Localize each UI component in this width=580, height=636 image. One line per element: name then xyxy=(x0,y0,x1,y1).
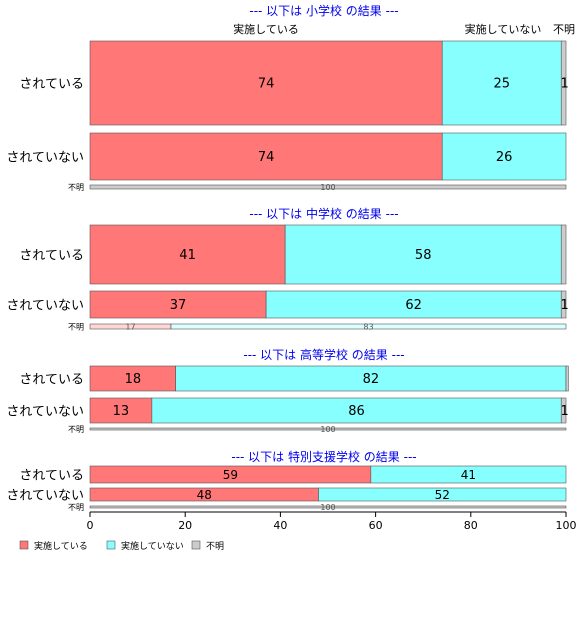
bar-segment xyxy=(89,40,443,126)
x-tick-label: 60 xyxy=(369,519,383,532)
bar-segment xyxy=(318,487,567,502)
bar-segment xyxy=(565,365,569,392)
bar-segment xyxy=(441,132,567,181)
data-label: 1 xyxy=(560,298,568,313)
bar-segment xyxy=(265,290,562,319)
row-label: されていない xyxy=(6,151,84,166)
data-label: 74 xyxy=(258,77,275,92)
data-label: 100 xyxy=(320,183,335,192)
data-label: 41 xyxy=(461,468,476,482)
row-label: されていない xyxy=(6,405,84,420)
top-label-mijisshi: 実施していない xyxy=(465,22,542,36)
row-label: 不明 xyxy=(68,425,84,434)
data-label: 83 xyxy=(363,322,373,331)
data-label: 13 xyxy=(113,404,130,419)
data-label: 59 xyxy=(223,468,238,482)
x-tick-label: 20 xyxy=(178,519,192,532)
data-label: 26 xyxy=(496,150,513,165)
legend-label: 実施していない xyxy=(121,540,184,552)
bar-segment xyxy=(89,427,567,431)
data-label: 37 xyxy=(170,298,187,313)
row-label: されている xyxy=(19,77,84,92)
data-label: 48 xyxy=(197,488,212,502)
row-label: 不明 xyxy=(68,323,84,332)
bar-segment xyxy=(151,397,562,424)
data-label: 62 xyxy=(405,298,422,313)
legend-swatch xyxy=(191,540,201,550)
panel-title-1: --- 以下は 小学校 の結果 --- xyxy=(249,3,398,18)
x-tick-label: 0 xyxy=(87,519,94,532)
data-label: 82 xyxy=(363,372,380,387)
data-label: 18 xyxy=(125,372,142,387)
bar-segment xyxy=(89,365,176,392)
bar-segment xyxy=(560,224,567,285)
bar-segment xyxy=(370,465,567,484)
panel-title-3: --- 以下は 高等学校 の結果 --- xyxy=(243,347,404,362)
bar-segment xyxy=(175,365,567,392)
bar-segment xyxy=(89,290,267,319)
row-label: されていない xyxy=(6,299,84,314)
data-label: 1 xyxy=(560,404,568,419)
bar-segment xyxy=(560,397,567,424)
legend-label: 実施している xyxy=(34,540,88,552)
legend-swatch xyxy=(106,540,116,550)
x-tick-label: 80 xyxy=(464,519,478,532)
data-label: 1 xyxy=(560,77,568,92)
row-label: 不明 xyxy=(68,183,84,192)
bar-segment xyxy=(89,184,567,190)
data-label: 100 xyxy=(320,425,335,434)
row-label: されている xyxy=(19,469,84,484)
data-label: 86 xyxy=(348,404,365,419)
x-tick-label: 100 xyxy=(556,519,577,532)
bar-segment xyxy=(89,397,153,424)
data-label: 74 xyxy=(258,150,275,165)
legend-swatch xyxy=(19,540,29,550)
data-label: 58 xyxy=(415,248,432,263)
bar-segment xyxy=(170,323,567,330)
top-label-jisshi: 実施している xyxy=(233,22,299,36)
panel-title-4: --- 以下は 特別支援学校 の結果 --- xyxy=(231,449,416,464)
x-tick-label: 40 xyxy=(273,519,287,532)
row-label: されている xyxy=(19,249,84,264)
legend-label: 不明 xyxy=(206,541,224,552)
row-label: されている xyxy=(19,373,84,388)
data-label: 52 xyxy=(435,488,450,502)
data-label: 17 xyxy=(125,322,135,331)
row-label: 不明 xyxy=(68,503,84,512)
bar-segment xyxy=(89,505,567,509)
bar-segment xyxy=(560,290,567,319)
bar-segment xyxy=(284,224,562,285)
data-label: 100 xyxy=(320,503,335,512)
row-label: されていない xyxy=(6,489,84,504)
data-label: 41 xyxy=(179,248,196,263)
panel-title-2: --- 以下は 中学校 の結果 --- xyxy=(249,206,398,221)
bar-segment xyxy=(441,40,562,126)
top-label-fumei: 不明 xyxy=(553,23,575,36)
bar-segment xyxy=(560,40,567,126)
bar-segment xyxy=(89,224,286,285)
data-label: 25 xyxy=(493,77,510,92)
